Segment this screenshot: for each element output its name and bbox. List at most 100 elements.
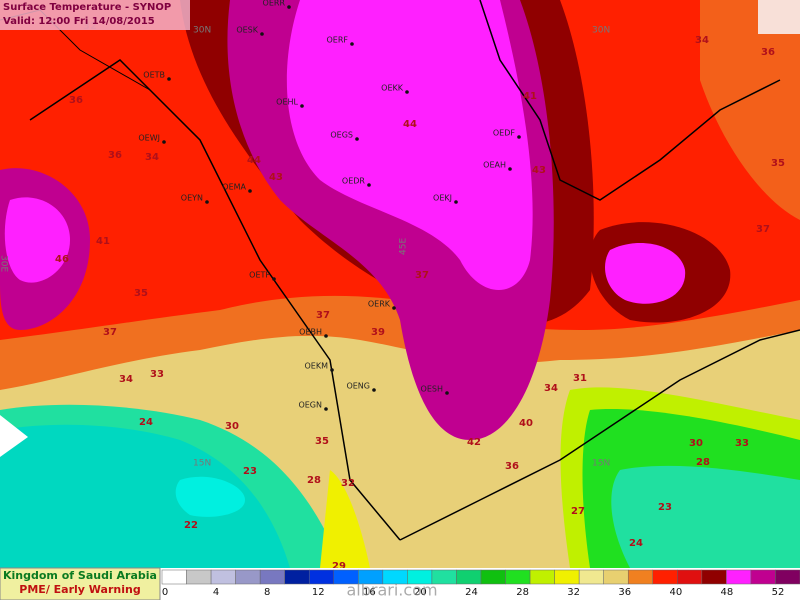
temperature-field: [0, 0, 800, 568]
scale-tick-label: 48: [721, 587, 734, 598]
temperature: 34: [544, 383, 558, 394]
grid-label: 45E: [399, 238, 409, 255]
temperature: 31: [573, 373, 587, 384]
temperature: 41: [523, 91, 537, 102]
temperature: 36: [69, 95, 83, 106]
station-dot: [392, 306, 396, 310]
scale-swatch: [259, 569, 285, 585]
station-label: OEAH: [483, 161, 506, 170]
temperature: 36: [505, 461, 519, 472]
station-label: OEYN: [181, 194, 203, 203]
station-dot: [350, 42, 354, 46]
scale-swatch: [456, 569, 482, 585]
temperatures: 32 34 36 36 41 44 36 34 44 43 43 35 41 37 46 37 35 37 37 39…: [55, 21, 785, 572]
station-label: OEHL: [276, 98, 298, 107]
scale-swatch: [627, 569, 654, 585]
station-dot: [260, 32, 264, 36]
station-dot: [330, 368, 334, 372]
scale-tick-label: 40: [669, 587, 682, 598]
temperature: 42: [467, 437, 481, 448]
footer-box: [0, 567, 161, 600]
scale-tick-label: 0: [162, 587, 168, 598]
temperature: 33: [150, 369, 164, 380]
scale-swatch: [161, 569, 187, 585]
temperature: 44: [247, 155, 261, 166]
station-label: OEGN: [298, 401, 322, 410]
grid-labels: 30N 30N 15N 15N 30E 45E: [0, 26, 610, 469]
scale-tick-label: 28: [516, 587, 529, 598]
temperature: 22: [184, 520, 198, 531]
grid-label: 15N: [193, 459, 211, 469]
scale-tick-label: 20: [414, 587, 427, 598]
scale-swatch: [529, 569, 555, 585]
scale-tick-label: 52: [772, 587, 785, 598]
station-label: OEKM: [305, 362, 329, 371]
temperature: 30: [225, 421, 239, 432]
scale-swatch: [775, 569, 800, 585]
temperature: 28: [696, 457, 710, 468]
temperature: 37: [756, 224, 770, 235]
station-label: OEWJ: [138, 134, 160, 143]
org: Kingdom of Saudi Arabia: [3, 569, 157, 582]
temperature: 23: [658, 502, 672, 513]
station-dot: [324, 407, 328, 411]
watermark: albrari.com: [346, 581, 437, 600]
scale-swatch: [701, 569, 727, 585]
temperature: 35: [315, 436, 329, 447]
station-dot: [272, 277, 276, 281]
station-dot: [287, 5, 291, 9]
station-dot: [248, 189, 252, 193]
temperature: 43: [532, 165, 546, 176]
station-label: OERK: [368, 300, 391, 309]
temperature: 35: [771, 158, 785, 169]
scale-tick-label: 12: [312, 587, 325, 598]
station-label: OEDF: [493, 129, 516, 138]
temperature: 37: [415, 270, 429, 281]
stations: OERR OESK OERF OETB OEKK OEHL OEWJ OEGS OEDF OEAH…: [138, 0, 521, 411]
station-label: OERF: [326, 36, 348, 45]
scale-swatch: [554, 569, 580, 585]
scale-swatch: [308, 569, 335, 585]
temperature: 40: [519, 418, 533, 429]
scale-tick-label: 32: [567, 587, 580, 598]
station-dot: [405, 90, 409, 94]
temperature: 37: [316, 310, 330, 321]
temperature: 43: [269, 172, 283, 183]
temperature: 41: [96, 236, 110, 247]
scale-tick-label: 4: [213, 587, 219, 598]
temperature: 32: [341, 478, 355, 489]
station-label: OEKK: [381, 84, 404, 93]
grid-label: 30N: [193, 26, 211, 36]
station-dot: [167, 77, 171, 81]
temperature: 24: [629, 538, 643, 549]
scale-swatch: [186, 569, 212, 585]
station-label: OERR: [263, 0, 286, 8]
station-label: OESH: [421, 385, 443, 394]
station-dot: [367, 183, 371, 187]
temperature: 30: [689, 438, 703, 449]
scale-swatch: [578, 569, 604, 585]
scale-tick-label: 8: [264, 587, 270, 598]
station-label: OEDR: [342, 177, 366, 186]
color-scale: 0 4 8 12 16 20 24 28 32 36 40 48 52: [161, 569, 800, 598]
temperature: 39: [371, 327, 385, 338]
station-label: OEBH: [299, 328, 322, 337]
temperature: 34: [145, 152, 159, 163]
temperature: 29: [332, 561, 346, 572]
scale-swatch: [677, 569, 703, 585]
station-label: OETB: [143, 71, 165, 80]
station-dot: [324, 334, 328, 338]
scale-swatch: [603, 569, 629, 585]
scale-swatch: [726, 569, 752, 585]
scale-tick-label: 16: [363, 587, 376, 598]
title: Surface Temperature - SYNOP: [3, 2, 171, 13]
temperature: 33: [735, 438, 749, 449]
station-dot: [508, 167, 512, 171]
station-label: OESK: [236, 26, 258, 35]
scale-swatch: [210, 569, 236, 585]
temperature: 46: [55, 254, 69, 265]
temperature: 36: [108, 150, 122, 161]
temperature: 27: [571, 506, 585, 517]
temperature: 23: [243, 466, 257, 477]
